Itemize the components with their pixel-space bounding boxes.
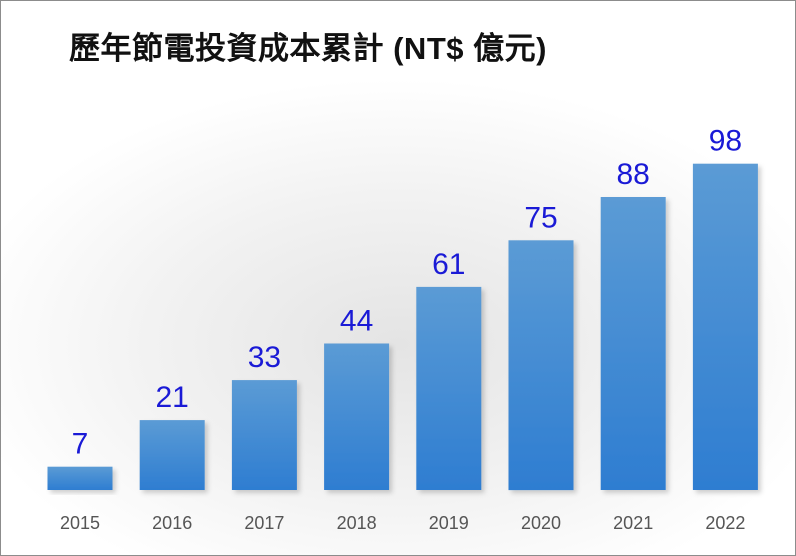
x-tick-2019: 2019 — [429, 513, 469, 533]
x-tick-2018: 2018 — [337, 513, 377, 533]
chart-title: 歷年節電投資成本累計 (NT$ 億元) — [69, 31, 547, 66]
data-label-2019: 61 — [432, 248, 465, 281]
bar-2016 — [139, 420, 205, 490]
data-label-2017: 33 — [248, 341, 281, 374]
data-label-2018: 44 — [340, 305, 373, 338]
x-tick-2022: 2022 — [705, 513, 745, 533]
x-tick-2017: 2017 — [244, 513, 284, 533]
data-label-2016: 21 — [156, 381, 189, 414]
data-label-2021: 88 — [617, 158, 650, 191]
x-tick-2016: 2016 — [152, 513, 192, 533]
bar-2015 — [47, 466, 113, 490]
x-tick-2015: 2015 — [60, 513, 100, 533]
bar-2017 — [231, 380, 297, 490]
bar-2021 — [600, 197, 666, 490]
bar-2019 — [416, 286, 482, 490]
data-label-2015: 7 — [72, 428, 89, 461]
data-label-2022: 98 — [709, 125, 742, 158]
data-label-2020: 75 — [524, 201, 557, 234]
bar-2018 — [324, 343, 390, 490]
bar-2020 — [508, 240, 574, 491]
bar-2022 — [692, 163, 758, 490]
x-tick-2020: 2020 — [521, 513, 561, 533]
x-tick-2021: 2021 — [613, 513, 653, 533]
